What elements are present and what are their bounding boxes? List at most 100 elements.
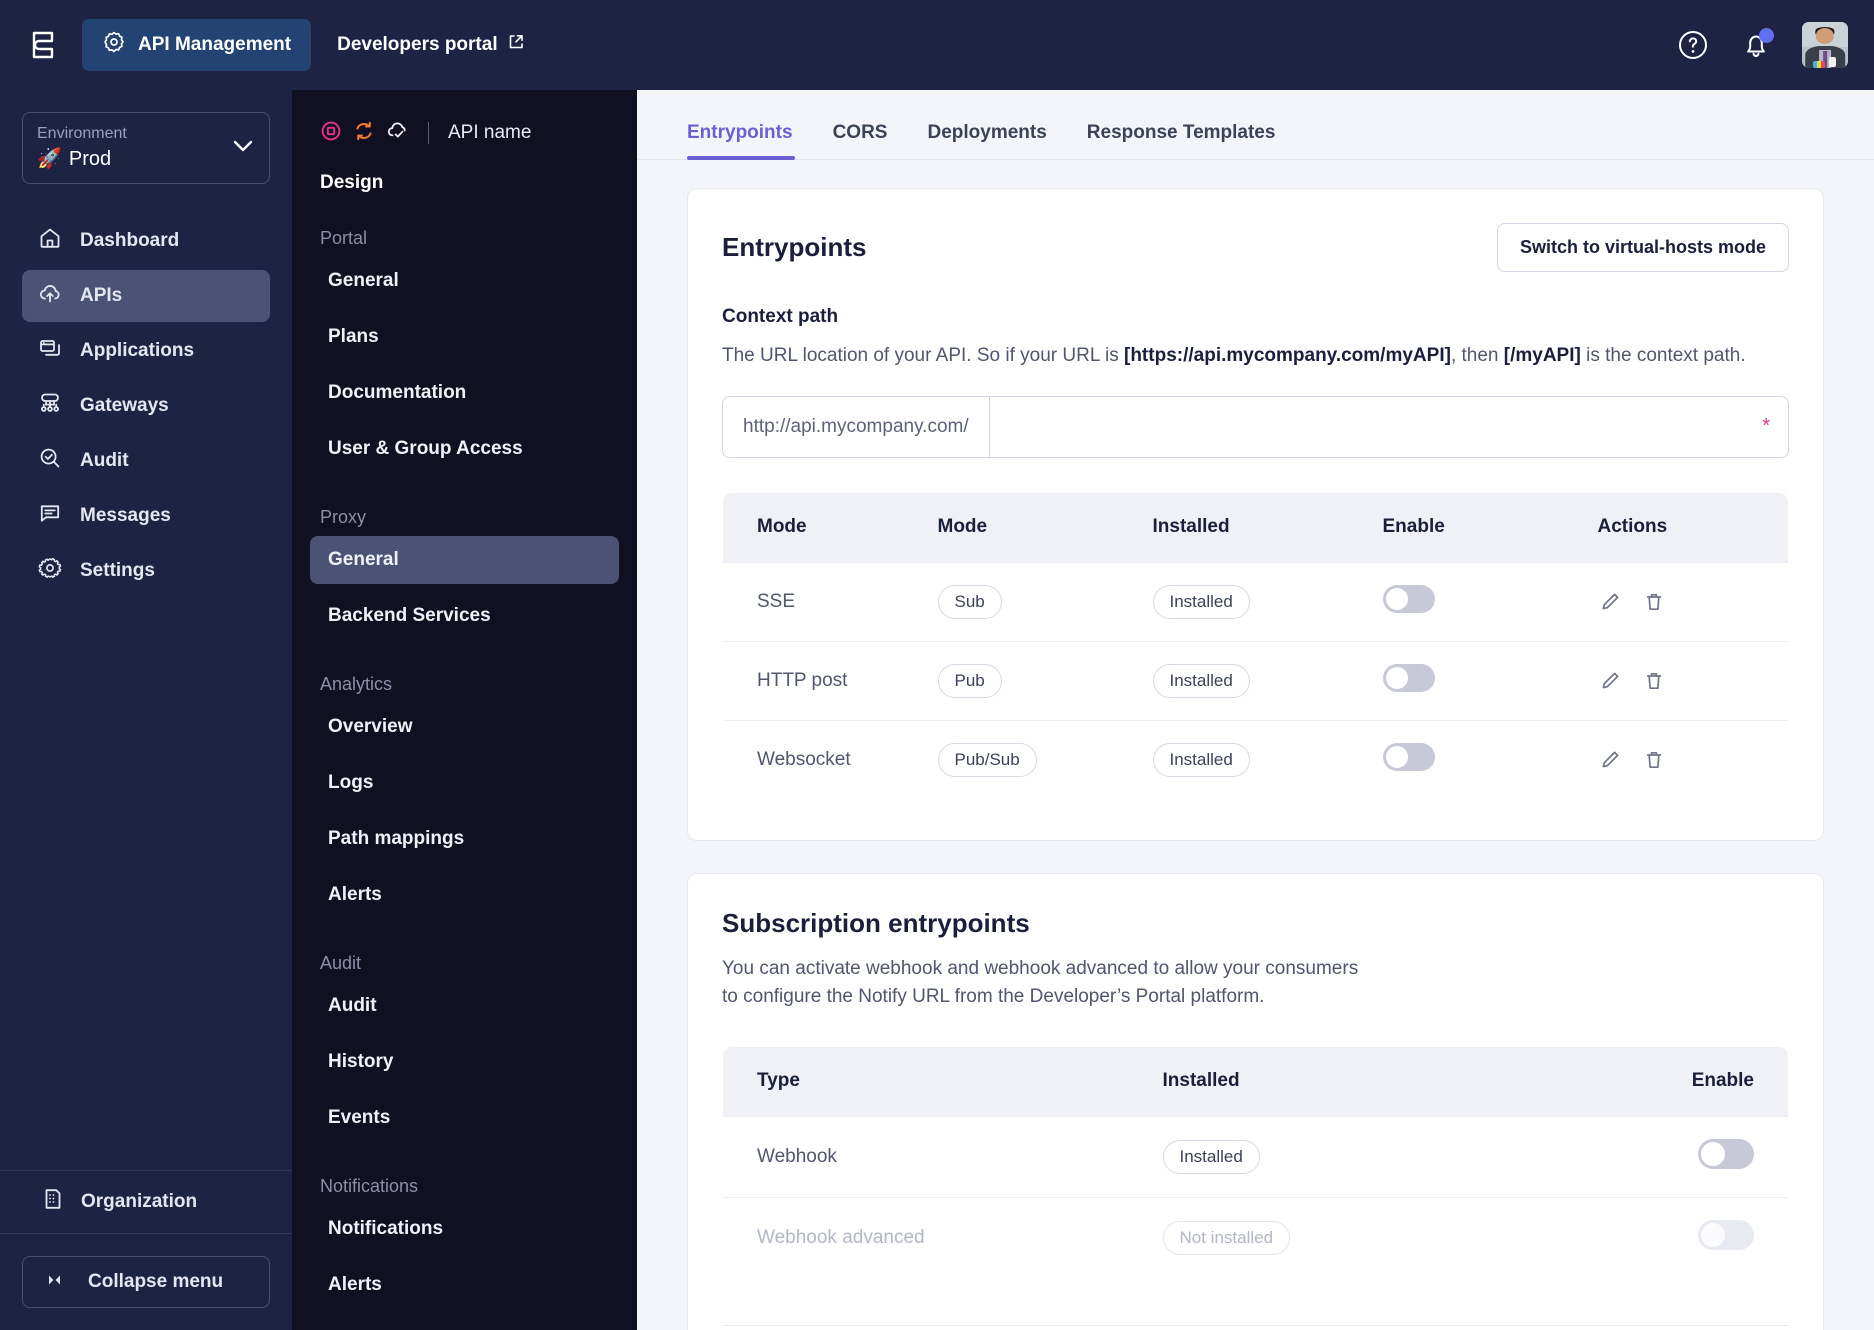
- switch-virtual-hosts-button[interactable]: Switch to virtual-hosts mode: [1496, 223, 1789, 272]
- enable-toggle[interactable]: [1698, 1219, 1754, 1250]
- subscription-title: Subscription entrypoints: [722, 907, 1030, 938]
- api-item-portal-documentation[interactable]: Documentation: [328, 382, 467, 403]
- sidebar-item-dashboard[interactable]: Dashboard: [22, 215, 270, 267]
- sidebar-item-gateways[interactable]: Gateways: [22, 380, 270, 432]
- table-row: SSE Sub Installed: [723, 561, 1788, 642]
- stop-circle-icon[interactable]: [320, 120, 342, 147]
- context-path-input[interactable]: [989, 396, 1763, 457]
- nav-developers-portal[interactable]: Developers portal: [337, 33, 525, 57]
- row-installed-cell: Not installed: [1162, 1196, 1593, 1278]
- row-installed-cell: Installed: [1152, 640, 1383, 721]
- sidebar-item-label: Gateways: [80, 395, 169, 416]
- pencil-icon[interactable]: [1598, 748, 1622, 772]
- context-path-help-3: is the context path.: [1580, 345, 1746, 366]
- installed-chip: Not installed: [1162, 1220, 1291, 1255]
- enable-toggle[interactable]: [1698, 1138, 1754, 1169]
- row-mode-cell: Pub: [937, 640, 1153, 721]
- table-row: Webhook advanced Not installed: [723, 1196, 1788, 1278]
- sidebar-item-label: Dashboard: [80, 230, 180, 251]
- sync-redeploy-icon[interactable]: [353, 120, 375, 147]
- context-path-input-group: http://api.mycompany.com/ *: [722, 395, 1789, 458]
- rocket-icon: 🚀: [37, 148, 62, 170]
- mode-chip: Sub: [937, 584, 1002, 619]
- sidebar-item-messages[interactable]: Messages: [22, 490, 270, 542]
- api-item-audit-history[interactable]: History: [328, 1051, 394, 1072]
- api-item-portal-plans[interactable]: Plans: [328, 326, 379, 347]
- enable-toggle[interactable]: [1382, 742, 1435, 771]
- api-item-analytics-path-mappings[interactable]: Path mappings: [328, 828, 465, 849]
- table-row: HTTP post Pub Installed: [723, 640, 1788, 721]
- table-row: Websocket Pub/Sub Installed: [723, 719, 1788, 799]
- installed-chip: Installed: [1152, 663, 1250, 698]
- api-status-header: API name: [292, 116, 637, 150]
- col-installed: Installed: [1152, 492, 1383, 563]
- row-enable-cell: [1382, 561, 1598, 642]
- api-item-audit-audit[interactable]: Audit: [328, 995, 377, 1016]
- api-item-portal-general[interactable]: General: [328, 270, 399, 291]
- nav-developers-portal-label: Developers portal: [337, 34, 498, 55]
- context-path-label: Context path: [722, 306, 839, 327]
- api-item-notifications-alerts[interactable]: Alerts: [328, 1274, 382, 1295]
- api-group-portal-title: Portal: [320, 228, 368, 248]
- sidebar-item-settings[interactable]: Settings: [22, 545, 270, 597]
- building-icon: [42, 1187, 64, 1217]
- context-path-help-2: , then: [1450, 345, 1504, 366]
- api-item-analytics-logs[interactable]: Logs: [328, 772, 374, 793]
- gravitee-logo-icon[interactable]: [26, 28, 60, 62]
- entrypoints-table-head: Mode Mode Installed Enable Actions: [723, 492, 1788, 563]
- nav-api-management[interactable]: API Management: [82, 19, 312, 71]
- sidebar-item-label: Audit: [80, 450, 129, 471]
- row-actions-cell: [1597, 719, 1788, 799]
- sidebar-item-apis[interactable]: APIs: [22, 270, 270, 322]
- api-item-proxy-general[interactable]: General: [310, 536, 619, 584]
- api-group-analytics-title: Analytics: [320, 674, 393, 694]
- sidebar-item-applications[interactable]: Applications: [22, 325, 270, 377]
- table-row: Webhook Installed: [723, 1115, 1788, 1198]
- api-item-audit-events[interactable]: Events: [328, 1107, 391, 1128]
- help-circle-icon[interactable]: [1676, 28, 1710, 62]
- mode-chip: Pub/Sub: [937, 742, 1037, 777]
- context-path-prefix: http://api.mycompany.com/: [723, 396, 990, 457]
- avatar[interactable]: [1802, 22, 1848, 68]
- tab-deployments[interactable]: Deployments: [927, 122, 1047, 143]
- sidebar-item-audit[interactable]: Audit: [22, 435, 270, 487]
- entrypoints-title: Entrypoints: [722, 232, 867, 262]
- row-name: Websocket: [723, 719, 938, 799]
- col-actions: Actions: [1597, 492, 1788, 563]
- main-sidebar: Environment 🚀 Prod Dashboard APIs Applic…: [0, 90, 292, 1330]
- context-path-help-1: The URL location of your API. So if your…: [722, 345, 1124, 366]
- trash-icon[interactable]: [1642, 590, 1666, 614]
- api-item-analytics-alerts[interactable]: Alerts: [328, 884, 382, 905]
- pencil-icon[interactable]: [1598, 590, 1622, 614]
- collapse-menu-button[interactable]: Collapse menu: [22, 1256, 270, 1308]
- sidebar-nav: Dashboard APIs Applications Gateways Aud…: [0, 212, 292, 600]
- sidebar-item-organization[interactable]: Organization: [0, 1170, 292, 1234]
- enable-toggle[interactable]: [1382, 663, 1435, 692]
- tab-entrypoints[interactable]: Entrypoints: [687, 122, 809, 160]
- collapse-arrows-icon: [45, 1271, 71, 1293]
- trash-icon[interactable]: [1642, 669, 1666, 693]
- sidebar-footer: Organization Collapse menu: [0, 1170, 292, 1330]
- api-item-proxy-backend-services[interactable]: Backend Services: [328, 605, 491, 626]
- api-group-notifications-title: Notifications: [320, 1176, 419, 1196]
- cloud-check-icon[interactable]: [386, 120, 409, 147]
- api-item-portal-user-group-access[interactable]: User & Group Access: [328, 438, 523, 459]
- tab-cors[interactable]: CORS: [832, 122, 888, 143]
- context-path-help-path: [/myAPI]: [1503, 345, 1581, 366]
- trash-icon[interactable]: [1642, 748, 1666, 772]
- cloud-upload-icon: [38, 281, 62, 311]
- pencil-icon[interactable]: [1598, 669, 1622, 693]
- row-installed-cell: Installed: [1152, 719, 1383, 799]
- enable-toggle[interactable]: [1382, 584, 1435, 613]
- notification-dot: [1759, 28, 1774, 43]
- content-scroll-area[interactable]: Entrypoints Switch to virtual-hosts mode…: [637, 160, 1874, 1330]
- environment-label: Environment: [37, 125, 127, 142]
- subscription-entrypoints-card: Subscription entrypoints You can activat…: [687, 872, 1824, 1330]
- bell-icon[interactable]: [1740, 28, 1774, 62]
- api-item-analytics-overview[interactable]: Overview: [328, 716, 413, 737]
- subscription-description-line-1: You can activate webhook and webhook adv…: [722, 957, 1359, 979]
- tab-response-templates[interactable]: Response Templates: [1086, 122, 1276, 143]
- row-type: Webhook: [723, 1115, 1163, 1198]
- api-item-notifications-notifications[interactable]: Notifications: [328, 1218, 444, 1239]
- environment-selector[interactable]: Environment 🚀 Prod: [22, 112, 270, 184]
